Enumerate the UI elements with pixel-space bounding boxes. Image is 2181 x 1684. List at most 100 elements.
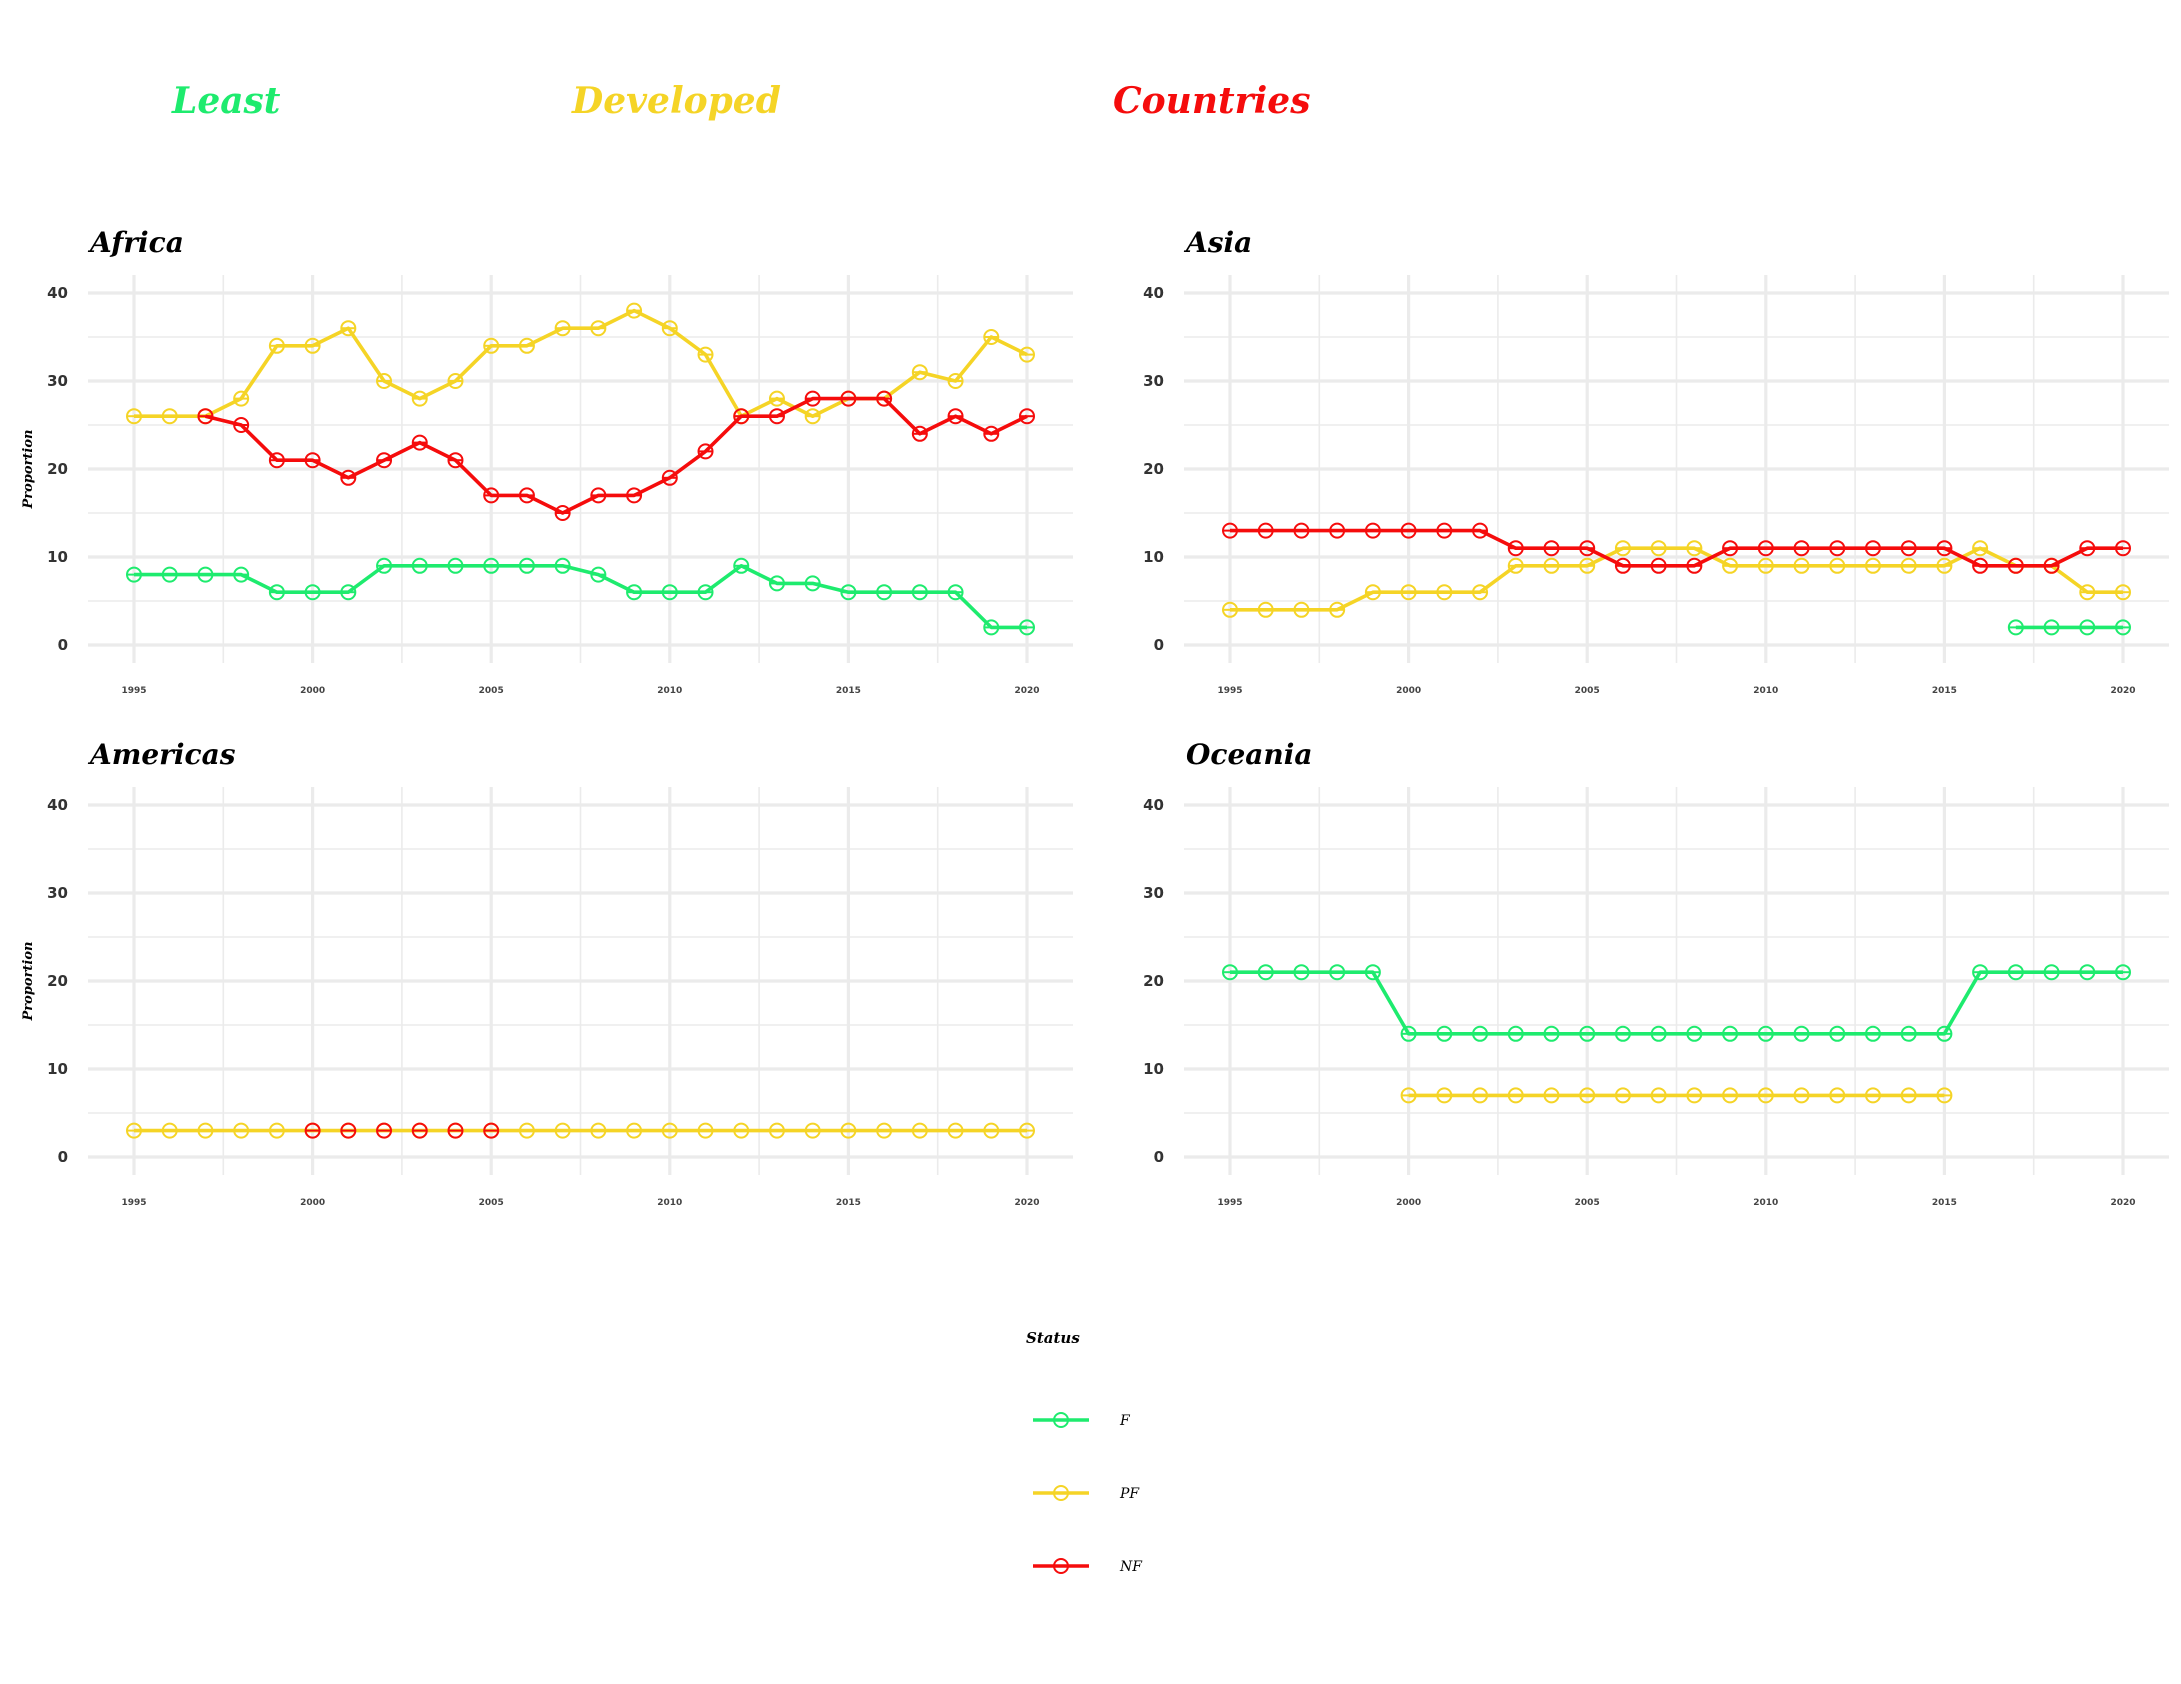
x-tick-label: 2015: [836, 1198, 861, 1208]
panel-title: Asia: [1183, 226, 1252, 259]
data-point: [197, 408, 214, 425]
data-point: [340, 469, 357, 486]
panel-americas: 0 10 20 30 40 1995 2000 2005 2010 2015 2020 America…: [21, 738, 1073, 1208]
data-point: [1686, 540, 1703, 557]
data-point: [1507, 540, 1524, 557]
data-point: [340, 584, 357, 601]
data-point: [804, 390, 821, 407]
data-point: [126, 408, 142, 425]
y-tick-label: 10: [47, 548, 68, 566]
data-point: [1614, 557, 1631, 574]
data-point: [911, 584, 928, 601]
data-point: [1019, 1122, 1035, 1139]
data-point: [947, 408, 964, 425]
data-point: [840, 584, 857, 601]
data-point: [268, 1122, 285, 1139]
data-point: [1579, 1087, 1596, 1104]
data-point: [1019, 619, 1035, 636]
data-point: [376, 373, 393, 389]
data-point: [411, 1122, 428, 1139]
data-point: [876, 584, 893, 601]
data-point: [1757, 1025, 1774, 1042]
legend-items: F PF NF: [1033, 1412, 1143, 1575]
data-point: [1972, 557, 1989, 574]
x-tick-label: 1995: [1217, 1198, 1242, 1208]
data-point: [1686, 557, 1703, 574]
y-tick-label: 0: [1154, 636, 1164, 654]
data-point: [1793, 1025, 1810, 1042]
data-point: [340, 320, 357, 337]
data-point: [1936, 1025, 1953, 1042]
data-point: [626, 584, 643, 601]
data-point: [661, 584, 678, 601]
data-point: [804, 575, 821, 592]
data-point: [161, 566, 178, 583]
data-point: [1436, 1025, 1453, 1042]
legend-item-pf: PF: [1033, 1485, 1140, 1502]
data-point: [1543, 540, 1560, 557]
data-point: [1829, 1025, 1846, 1042]
data-point: [1614, 540, 1631, 557]
data-point: [1650, 1087, 1667, 1104]
x-tick-label: 1995: [121, 686, 146, 696]
data-point: [483, 1122, 500, 1139]
data-point: [2079, 540, 2096, 557]
data-point: [1650, 540, 1667, 557]
y-tick-label: 20: [1143, 460, 1164, 478]
data-point: [1936, 1087, 1953, 1104]
data-point: [1972, 540, 1989, 557]
data-point: [2043, 619, 2060, 636]
data-point: [1400, 1087, 1417, 1104]
data-point: [590, 566, 607, 583]
y-tick-label: 0: [1154, 1148, 1164, 1166]
x-tick-label: 2010: [1753, 1198, 1778, 1208]
data-point: [518, 557, 535, 574]
panel-title: Africa: [87, 226, 184, 259]
data-point: [876, 390, 893, 407]
x-tick-label: 2020: [2110, 686, 2135, 696]
panel-title: Americas: [87, 738, 236, 771]
x-tick-label: 2000: [1396, 1198, 1421, 1208]
y-tick-label: 20: [47, 460, 68, 478]
data-point: [1400, 1025, 1417, 1042]
data-point: [1436, 522, 1453, 539]
data-point: [1686, 1025, 1703, 1042]
data-point: [1257, 601, 1274, 618]
title-word-countries: Countries: [1113, 80, 1310, 122]
x-tick-label: 2010: [657, 1198, 682, 1208]
y-tick-label: 10: [1143, 1060, 1164, 1078]
data-point: [518, 337, 535, 354]
data-point: [1329, 522, 1346, 539]
data-point: [590, 487, 607, 504]
data-point: [1864, 540, 1881, 557]
data-point: [947, 1122, 964, 1139]
series-pf: [1400, 1087, 1953, 1104]
data-point: [1793, 1087, 1810, 1104]
data-point: [304, 337, 321, 354]
data-point: [2079, 584, 2096, 601]
data-point: [1543, 557, 1560, 574]
y-tick-label: 10: [1143, 548, 1164, 566]
y-tick-label: 30: [47, 884, 68, 902]
data-point: [233, 390, 250, 407]
data-point: [233, 417, 250, 433]
series-nf: [304, 1122, 500, 1139]
series-nf: [197, 390, 1035, 521]
data-point: [483, 337, 500, 354]
data-point: [1722, 1087, 1739, 1104]
figure-title: Least Developed Countries: [171, 80, 1310, 122]
data-point: [1329, 601, 1346, 618]
y-tick-label: 30: [1143, 884, 1164, 902]
data-point: [1900, 1087, 1917, 1104]
y-axis-label: Proportion: [21, 430, 36, 510]
data-point: [233, 566, 250, 583]
data-point: [804, 1122, 821, 1139]
data-point: [1614, 1087, 1631, 1104]
data-point: [1900, 1025, 1917, 1042]
y-tick-label: 40: [1143, 284, 1164, 302]
x-tick-label: 2005: [1575, 686, 1600, 696]
data-point: [1972, 964, 1989, 981]
data-point: [483, 557, 500, 574]
data-point: [197, 566, 214, 583]
